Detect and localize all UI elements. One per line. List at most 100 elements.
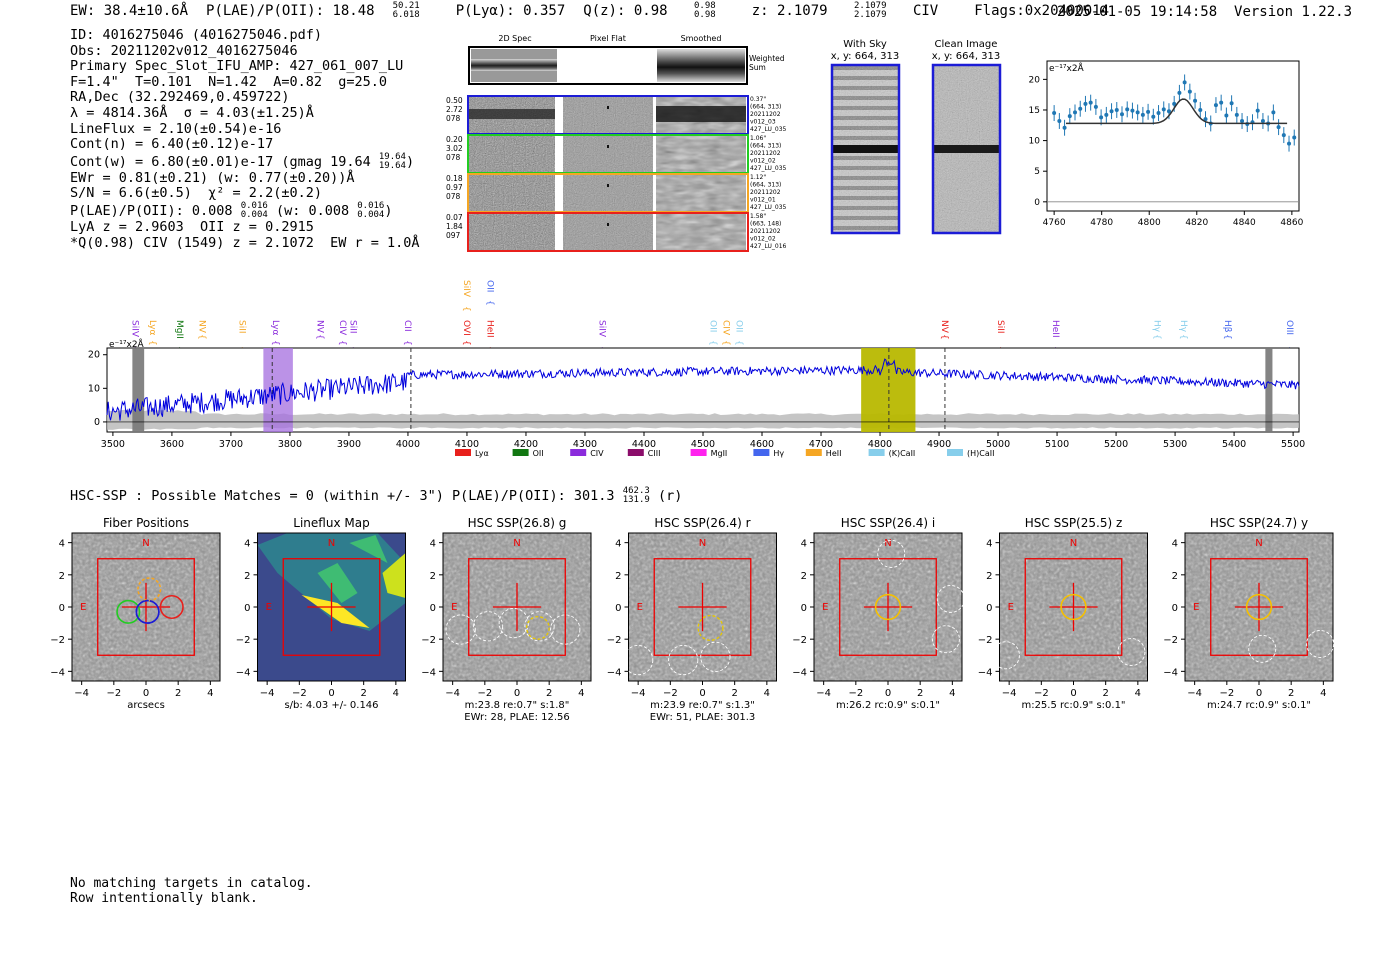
line-label: CIV (721, 320, 731, 336)
hsc-x-tick: 0 (1256, 688, 1262, 699)
zoom-data-point (1213, 103, 1218, 108)
zoom-data-point (1156, 111, 1161, 116)
zoom-data-point (1062, 125, 1067, 130)
hsc-y-tick: 4 (59, 539, 65, 550)
line-bracket: { (402, 340, 412, 346)
spectrum-x-tick: 3900 (337, 439, 361, 450)
cutout-left-label: 2.72 (446, 105, 463, 114)
search-box (1024, 558, 1123, 656)
hsc-x-tick: −4 (260, 688, 275, 699)
target-circle (526, 616, 550, 640)
hsc-y-tick: 0 (801, 603, 807, 614)
hsc-caption: arcsecs (127, 700, 165, 711)
datetime-version: 2025-01-05 19:14:58 Version 1.22.3 (1057, 4, 1352, 20)
line-label: Hγ (1151, 320, 1161, 333)
zoom-x-tick: 4760 (1043, 218, 1066, 228)
cutout-right-label: (664, 313) (750, 143, 781, 150)
hsc-y-tick: 2 (244, 571, 250, 582)
spectrum-x-tick: 5300 (1163, 439, 1187, 450)
hsc-panel-title: HSC SSP(26.8) g (468, 516, 567, 530)
hsc-y-tick: 2 (801, 571, 807, 582)
spectrum-y-tick: 0 (94, 417, 100, 428)
cutout-left-label: 0.97 (446, 183, 463, 192)
target-circle (1060, 593, 1087, 621)
legend-label: Hγ (773, 449, 784, 458)
catalog-circle (1306, 630, 1335, 658)
legend-swatch (753, 449, 770, 456)
zoom-data-point (1187, 89, 1192, 94)
hsc-x-tick: 2 (731, 688, 737, 699)
hsc-y-tick: 0 (615, 603, 621, 614)
catalog-circle (445, 614, 476, 645)
zoom-data-point (1057, 119, 1062, 123)
hsc-panel-title: Fiber Positions (103, 516, 189, 530)
catalog-circle (524, 611, 555, 642)
sky-panels: With Sky x, y: 664, 313 Clean Image x, y… (831, 39, 1002, 235)
info-cont-n: Cont(n) = 6.40(±0.12)e-17 (70, 136, 274, 153)
hsc-x-tick: 2 (175, 688, 181, 699)
line-label: Hγ (1178, 320, 1188, 333)
line-bracket: { (1151, 334, 1161, 340)
north-label: N (1070, 538, 1077, 549)
svg-text:Sum: Sum (749, 63, 766, 72)
zoom-data-point (1260, 119, 1265, 123)
hsc-y-tick: 4 (801, 539, 807, 550)
catalog-footer: No matching targets in catalog. Row inten… (70, 876, 313, 906)
zoom-fit-curve (1066, 98, 1288, 125)
zoom-data-point (1224, 113, 1229, 118)
hsc-panel-r: HSC SSP(26.4) r N E −4 −4 −2 −2 0 0 2 2 4 4 m:23.9 re… (607, 516, 777, 723)
hsc-panel-title: HSC SSP(24.7) y (1210, 516, 1308, 530)
zoom-x-tick: 4820 (1185, 218, 1208, 228)
hsc-x-tick: −2 (106, 688, 121, 699)
zoom-data-point (1182, 80, 1187, 85)
zoom-data-point (1067, 114, 1072, 119)
east-label: E (1193, 602, 1199, 613)
legend-label: MgII (711, 449, 728, 458)
legend-label: CIV (590, 449, 604, 458)
datetime: 2025-01-05 19:14:58 (1057, 4, 1218, 20)
target-circle (697, 614, 724, 641)
hsc-x-tick: −2 (1034, 688, 1049, 699)
hsc-caption-2: EWr: 51, PLAE: 301.3 (650, 712, 756, 723)
hsc-panel-z: HSC SSP(25.5) z N E −4 −4 −2 −2 0 0 2 2 4 4 m:25.5 rc… (978, 516, 1148, 711)
spectrum-ylabel: e⁻¹⁷x2Å (109, 338, 145, 350)
masked-region (132, 348, 145, 432)
ew-value: EW: 38.4±10.6Å (70, 3, 189, 19)
hsc-panel-title: HSC SSP(25.5) z (1025, 516, 1123, 530)
line-bracket: { (337, 340, 347, 346)
hsc-y-tick: −4 (421, 667, 436, 678)
zoom-x-tick: 4780 (1090, 218, 1113, 228)
search-box (1210, 558, 1308, 656)
line-label: HeII (485, 320, 495, 338)
legend-swatch (455, 449, 471, 456)
north-label: N (699, 538, 706, 549)
north-label: N (513, 538, 520, 549)
hsc-panel-lineflux: Lineflux Map N E −4 −4 −2 −2 0 0 2 2 4 4 s/b: 4.03 +/… (236, 516, 406, 711)
hsc-x-tick: 4 (764, 688, 770, 699)
footer-line-1: No matching targets in catalog. (70, 876, 313, 891)
zoom-data-point (1193, 98, 1198, 103)
cutout-left-label: 1.84 (446, 222, 463, 231)
legend-swatch (627, 449, 644, 456)
line-label: SiIV (129, 320, 139, 338)
cutout-right-label: 20211202 (750, 189, 781, 196)
clean-image-title: Clean Image (935, 39, 998, 50)
zoom-data-point (1166, 109, 1171, 114)
hsc-x-tick: 0 (143, 688, 149, 699)
cutout-left-label: 0.20 (446, 135, 463, 144)
line-bracket: { (734, 340, 744, 346)
hsc-y-tick: −4 (792, 667, 807, 678)
line-label: SiII (995, 320, 1005, 334)
hsc-x-tick: 2 (546, 688, 552, 699)
hsc-y-tick: 0 (430, 603, 436, 614)
spectrum-x-tick: 4600 (750, 439, 774, 450)
cutout-right-label: (663, 148) (750, 221, 781, 228)
spectrum-x-tick: 4700 (809, 439, 833, 450)
hsc-x-tick: 4 (393, 688, 399, 699)
catalog-circle (700, 641, 731, 672)
line-bracket: { (197, 334, 207, 340)
fiber-circle (159, 594, 184, 620)
catalog-circle (550, 614, 581, 645)
hsc-y-tick: −4 (1163, 667, 1178, 678)
